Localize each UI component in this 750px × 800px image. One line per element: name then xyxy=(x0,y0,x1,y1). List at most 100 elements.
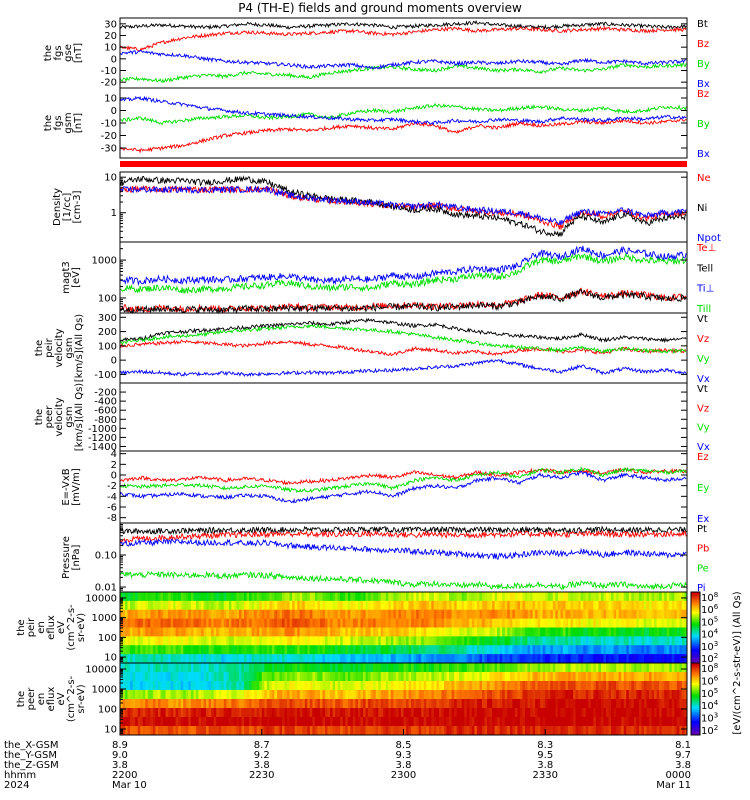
heatmap-cell xyxy=(337,717,341,727)
heatmap-cell xyxy=(231,627,235,637)
heatmap-cell xyxy=(140,699,144,709)
heatmap-cell xyxy=(125,645,128,655)
series-line-Bx xyxy=(119,49,687,70)
time-row-value: 8.9 xyxy=(112,740,128,751)
heatmap-cell xyxy=(390,681,394,691)
heatmap-cell xyxy=(130,600,134,611)
heatmap-cell xyxy=(284,636,288,646)
heatmap-cell xyxy=(385,618,389,628)
heatmap-cell xyxy=(266,663,270,673)
heatmap-cell xyxy=(201,636,204,646)
heatmap-cell xyxy=(385,717,389,727)
heatmap-cell xyxy=(623,690,627,700)
heatmap-cell xyxy=(641,663,645,673)
heatmap-cell xyxy=(276,699,280,709)
heatmap-cell xyxy=(163,708,166,718)
y-axis-label: fgs xyxy=(53,45,64,60)
heatmap-cell xyxy=(259,690,263,700)
heatmap-cell xyxy=(259,663,263,673)
heatmap-cell xyxy=(517,627,521,637)
heatmap-cell xyxy=(459,627,463,637)
heatmap-cell xyxy=(426,681,430,691)
heatmap-cell xyxy=(327,636,331,646)
heatmap-cell xyxy=(656,690,660,700)
heatmap-cell xyxy=(426,699,430,709)
heatmap-cell xyxy=(282,717,285,727)
heatmap-cell xyxy=(352,690,356,700)
heatmap-cell xyxy=(152,663,156,673)
heatmap-cell xyxy=(568,690,571,700)
heatmap-cell xyxy=(233,636,237,646)
heatmap-cell xyxy=(355,654,359,664)
heatmap-cell xyxy=(562,600,566,611)
heatmap-cell xyxy=(535,592,539,602)
heatmap-cell xyxy=(223,663,227,673)
heatmap-cell xyxy=(643,672,647,682)
legend-label: Pe xyxy=(697,563,709,574)
heatmap-cell xyxy=(502,717,506,727)
heatmap-cell xyxy=(122,681,126,691)
heatmap-cell xyxy=(132,663,136,673)
heatmap-cell xyxy=(507,663,511,673)
heatmap-cell xyxy=(223,654,227,664)
heatmap-cell xyxy=(502,654,506,664)
heatmap-cell xyxy=(373,708,377,718)
heatmap-cell xyxy=(532,645,536,655)
heatmap-cell xyxy=(550,663,554,673)
heatmap-cell xyxy=(413,699,417,709)
heatmap-cell xyxy=(489,726,493,736)
heatmap-cell xyxy=(552,645,556,655)
colorbar-cell xyxy=(691,600,700,604)
heatmap-cell xyxy=(595,654,599,664)
heatmap-cell xyxy=(681,636,685,646)
heatmap-cell xyxy=(499,708,503,718)
heatmap-cell xyxy=(213,690,217,700)
heatmap-cell xyxy=(469,681,473,691)
heatmap-cell xyxy=(256,627,260,637)
heatmap-cell xyxy=(681,600,685,611)
heatmap-cell xyxy=(228,726,232,736)
y-tick-label: -400 xyxy=(94,397,117,408)
heatmap-cell xyxy=(314,627,318,637)
heatmap-cell xyxy=(271,690,275,700)
heatmap-cell xyxy=(507,717,511,727)
heatmap-cell xyxy=(213,600,217,611)
y-axis-label: [nT] xyxy=(73,43,84,63)
heatmap-cell xyxy=(418,672,422,682)
heatmap-cell xyxy=(350,681,354,691)
heatmap-cell xyxy=(378,708,382,718)
heatmap-cell xyxy=(251,663,255,673)
heatmap-cell xyxy=(446,681,450,691)
heatmap-cell xyxy=(160,699,164,709)
heatmap-cell xyxy=(555,600,559,611)
heatmap-cell xyxy=(360,592,364,602)
heatmap-cell xyxy=(335,636,339,646)
colorbar-cell xyxy=(691,672,700,675)
heatmap-cell xyxy=(256,708,260,718)
heatmap-cell xyxy=(388,618,392,628)
heatmap-cell xyxy=(385,654,389,664)
heatmap-cell xyxy=(613,699,617,709)
heatmap-cell xyxy=(484,654,488,664)
heatmap-cell xyxy=(578,627,582,637)
heatmap-cell xyxy=(249,699,253,709)
heatmap-cell xyxy=(173,645,177,655)
heatmap-cell xyxy=(160,600,164,611)
heatmap-cell xyxy=(312,699,316,709)
heatmap-cell xyxy=(373,681,377,691)
series-line-Bz xyxy=(119,117,687,154)
heatmap-cell xyxy=(535,690,539,700)
heatmap-cell xyxy=(449,654,452,664)
heatmap-cell xyxy=(165,708,169,718)
heatmap-cell xyxy=(464,663,468,673)
heatmap-cell xyxy=(411,627,415,637)
heatmap-cell xyxy=(651,708,655,718)
colorbar-cell xyxy=(691,616,700,620)
heatmap-cell xyxy=(246,654,250,664)
heatmap-cell xyxy=(335,654,339,664)
heatmap-cell xyxy=(294,654,298,664)
heatmap-cell xyxy=(638,663,642,673)
heatmap-cell xyxy=(474,663,478,673)
heatmap-cell xyxy=(649,672,652,682)
heatmap-cell xyxy=(206,636,209,646)
